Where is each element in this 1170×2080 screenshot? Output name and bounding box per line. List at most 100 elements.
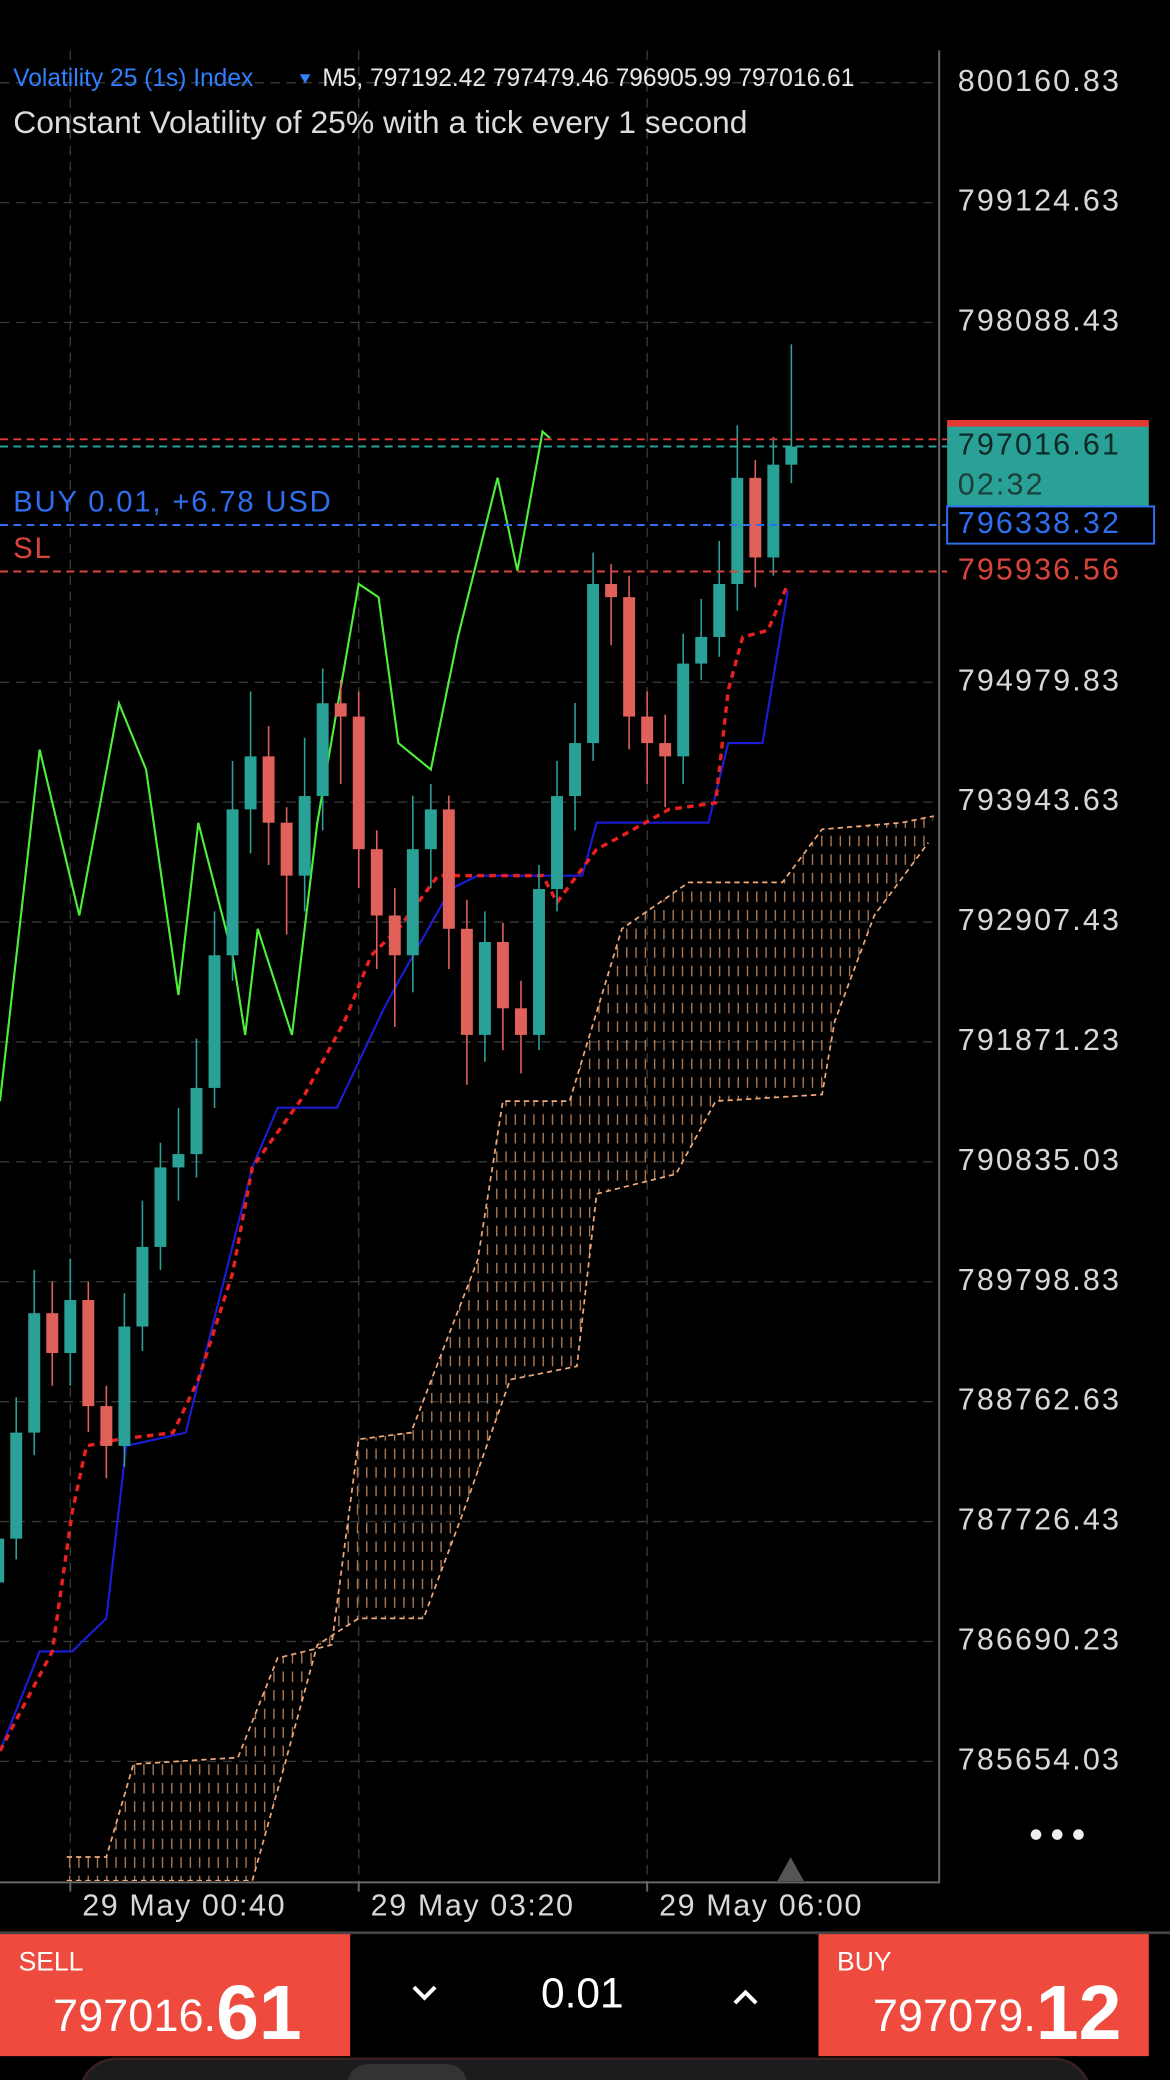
price-tag-value: 797016.61 [958, 428, 1121, 462]
buy-price-small[interactable]: 797079. [873, 1990, 1036, 2041]
symbol-description: Constant Volatility of 25% with a tick e… [13, 104, 747, 140]
buy-label[interactable]: BUY [837, 1946, 892, 1976]
candle-body [28, 1313, 41, 1433]
menu-dot[interactable] [1051, 1829, 1063, 1840]
candle-body [10, 1432, 23, 1539]
candle-body [641, 716, 654, 744]
candle-body [136, 1246, 149, 1327]
candle-body [605, 583, 618, 598]
candle-body [677, 663, 690, 757]
menu-dot[interactable] [1030, 1829, 1042, 1840]
candle-body [587, 583, 600, 744]
y-tick-label: 799124.63 [958, 184, 1121, 218]
bottom-sheet [81, 2057, 1089, 2080]
candle-body [388, 915, 401, 956]
sell-label[interactable]: SELL [19, 1946, 84, 1976]
candle-body [334, 703, 347, 717]
candle-body [785, 446, 798, 465]
candle-body [749, 477, 762, 558]
time-marker [777, 1857, 804, 1882]
sell-button[interactable] [0, 1934, 351, 2057]
candle-body [478, 941, 491, 1035]
symbol-dropdown-icon[interactable] [299, 74, 311, 84]
y-tick-label: 790835.03 [958, 1143, 1121, 1177]
candle-body [316, 703, 329, 797]
ask-strip [947, 420, 1149, 427]
volume-increase[interactable] [733, 1989, 758, 2005]
candle-body [118, 1326, 131, 1446]
candle-body [533, 888, 545, 1035]
y-tick-label: 794979.83 [958, 663, 1121, 697]
candle-body [767, 464, 780, 558]
bar-countdown: 02:32 [958, 467, 1045, 501]
candle-body [623, 597, 636, 717]
buy-button[interactable] [818, 1934, 1149, 2057]
candle-body [154, 1167, 167, 1247]
y-tick-label: 787726.43 [958, 1503, 1121, 1537]
candle-body [695, 636, 708, 664]
candle-body [370, 849, 383, 916]
candle-body [172, 1154, 185, 1168]
y-tick-label: 793943.63 [958, 783, 1121, 817]
candle-body [262, 756, 275, 823]
menu-dot[interactable] [1073, 1829, 1084, 1840]
price-line-label: SL [13, 533, 52, 565]
candle-body [0, 1538, 5, 1583]
candle-body [406, 849, 419, 956]
candle-body [496, 941, 509, 1009]
candle-body [244, 756, 257, 810]
bottom-sheet-handle[interactable] [347, 2064, 467, 2080]
candle-body [298, 796, 311, 876]
x-tick-label: 29 May 00:40 [82, 1889, 286, 1923]
price-tag-value: 796338.32 [958, 506, 1121, 540]
price-tag [947, 422, 1149, 508]
candle-body [713, 583, 726, 637]
indicator-line [0, 590, 789, 1752]
candle-body [424, 809, 437, 850]
y-tick-label: 786690.23 [958, 1623, 1121, 1657]
x-tick-label: 29 May 03:20 [371, 1889, 575, 1923]
volume-decrease[interactable] [412, 1985, 437, 2001]
ohlc-info: M5, 797192.42 797479.46 796905.99 797016… [322, 65, 854, 92]
sell-price[interactable]: 797016.61 [53, 1970, 302, 2056]
cloud-edge [66, 815, 934, 1858]
sell-price-large[interactable]: 61 [216, 1970, 302, 2056]
buy-price-large[interactable]: 12 [1036, 1970, 1122, 2056]
candle-body [208, 955, 221, 1088]
price-tag-value: 795936.56 [958, 553, 1121, 587]
cloud-edge [66, 842, 929, 1882]
price-line-label: BUY 0.01, +6.78 USD [13, 487, 332, 519]
cloud-hatch [66, 816, 934, 1881]
y-tick-label: 785654.03 [958, 1742, 1121, 1776]
candle-body [226, 809, 239, 956]
candle-body [82, 1300, 95, 1407]
candle-body [442, 809, 455, 929]
plot-area [0, 50, 940, 1882]
y-tick-label: 788762.63 [958, 1383, 1121, 1417]
sell-price-small[interactable]: 797016. [53, 1990, 216, 2041]
candle-body [64, 1300, 77, 1354]
candle-body [352, 716, 365, 850]
candle-body [551, 796, 563, 889]
y-tick-label: 798088.43 [958, 304, 1121, 338]
symbol[interactable]: Volatility 25 (1s) Index [13, 65, 253, 92]
candle-body [569, 743, 582, 797]
indicator-line [0, 429, 551, 1102]
buy-price[interactable]: 797079.12 [873, 1970, 1122, 2056]
x-tick-label: 29 May 06:00 [659, 1889, 863, 1923]
y-tick-label: 789798.83 [958, 1263, 1121, 1297]
volume[interactable]: 0.01 [541, 1970, 624, 2017]
candle-body [280, 822, 293, 876]
candle-body [46, 1313, 59, 1354]
candle-body [100, 1406, 113, 1446]
candle-body [190, 1087, 203, 1155]
candle-body [460, 928, 473, 1035]
y-tick-label: 791871.23 [958, 1023, 1121, 1057]
price-tag [946, 505, 1156, 545]
candle-body [731, 477, 744, 584]
y-tick-label: 800160.83 [958, 64, 1121, 98]
